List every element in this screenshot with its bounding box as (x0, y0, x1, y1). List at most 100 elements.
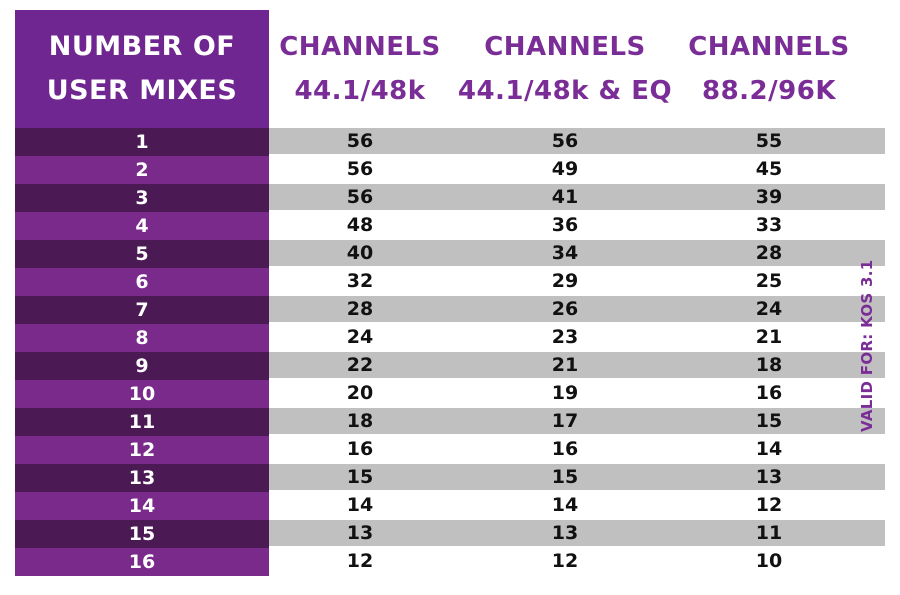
table-row: 3 56 41 39 (15, 184, 885, 212)
values-band: 22 21 18 (269, 352, 885, 378)
cell-channels-44-48k-eq: 21 (551, 354, 579, 376)
cell-channels-44-48k: 56 (346, 158, 374, 180)
mix-count-cell: 5 (15, 240, 269, 268)
cell-channels-44-48k-eq: 29 (551, 270, 579, 292)
values-band: 15 15 13 (269, 464, 885, 490)
cell-channels-44-48k-eq: 34 (551, 242, 579, 264)
cell-channels-44-48k-eq: 41 (551, 186, 579, 208)
values-band: 32 29 25 (269, 268, 885, 294)
mix-count-cell: 9 (15, 352, 269, 380)
values-band: 56 56 55 (269, 128, 885, 154)
cell-channels-88-96k: 39 (755, 186, 783, 208)
header-line: USER MIXES (46, 75, 238, 106)
cell-channels-88-96k: 25 (755, 270, 783, 292)
mix-count-cell: 7 (15, 296, 269, 324)
values-band: 16 16 14 (269, 436, 885, 462)
table-row: 14 14 14 12 (15, 492, 885, 520)
header-channels-44-48k-eq: CHANNELS 44.1/48k & EQ (451, 10, 679, 128)
table-row: 7 28 26 24 (15, 296, 885, 324)
values-band: 20 19 16 (269, 380, 885, 406)
header-channels-44-48k: CHANNELS 44.1/48k (269, 10, 451, 128)
header-line: 88.2/96K (702, 76, 836, 106)
cell-channels-44-48k: 28 (346, 298, 374, 320)
cell-channels-44-48k-eq: 26 (551, 298, 579, 320)
cell-channels-88-96k: 15 (755, 410, 783, 432)
mix-count-cell: 3 (15, 184, 269, 212)
channel-count-table: NUMBER OF USER MIXES CHANNELS 44.1/48k C… (15, 10, 885, 576)
mix-count-cell: 1 (15, 128, 269, 156)
table-row: 11 18 17 15 (15, 408, 885, 436)
cell-channels-44-48k-eq: 23 (551, 326, 579, 348)
values-band: 48 36 33 (269, 212, 885, 238)
cell-channels-44-48k: 56 (346, 130, 374, 152)
cell-channels-44-48k-eq: 13 (551, 522, 579, 544)
header-line: CHANNELS (688, 32, 850, 62)
cell-channels-44-48k-eq: 14 (551, 494, 579, 516)
header-line: 44.1/48k (294, 76, 426, 106)
cell-channels-44-48k-eq: 15 (551, 466, 579, 488)
table-row: 13 15 15 13 (15, 464, 885, 492)
table-row: 8 24 23 21 (15, 324, 885, 352)
cell-channels-44-48k: 12 (346, 550, 374, 572)
table-row: 12 16 16 14 (15, 436, 885, 464)
values-band: 40 34 28 (269, 240, 885, 266)
header-line: 44.1/48k & EQ (457, 76, 673, 106)
mix-count-cell: 2 (15, 156, 269, 184)
cell-channels-44-48k: 18 (346, 410, 374, 432)
values-band: 12 12 10 (269, 548, 885, 574)
header-number-of-user-mixes: NUMBER OF USER MIXES (15, 10, 269, 128)
table-body: 1 56 56 55 2 56 49 45 3 56 41 39 4 (15, 128, 885, 576)
cell-channels-44-48k-eq: 17 (551, 410, 579, 432)
values-band: 28 26 24 (269, 296, 885, 322)
cell-channels-44-48k-eq: 16 (551, 438, 579, 460)
table-row: 10 20 19 16 (15, 380, 885, 408)
cell-channels-44-48k: 48 (346, 214, 374, 236)
cell-channels-44-48k-eq: 49 (551, 158, 579, 180)
cell-channels-44-48k: 22 (346, 354, 374, 376)
table-row: 4 48 36 33 (15, 212, 885, 240)
mix-count-cell: 10 (15, 380, 269, 408)
cell-channels-88-96k: 21 (755, 326, 783, 348)
cell-channels-44-48k-eq: 56 (551, 130, 579, 152)
cell-channels-88-96k: 12 (755, 494, 783, 516)
table-row: 2 56 49 45 (15, 156, 885, 184)
mix-count-cell: 14 (15, 492, 269, 520)
cell-channels-44-48k: 24 (346, 326, 374, 348)
mix-count-cell: 6 (15, 268, 269, 296)
header-line: CHANNELS (484, 32, 646, 62)
cell-channels-88-96k: 18 (755, 354, 783, 376)
header-line: NUMBER OF (48, 31, 236, 62)
valid-for-note: VALID FOR: KOS 3.1 (858, 259, 876, 432)
mix-count-cell: 8 (15, 324, 269, 352)
values-band: 13 13 11 (269, 520, 885, 546)
cell-channels-88-96k: 45 (755, 158, 783, 180)
cell-channels-44-48k: 32 (346, 270, 374, 292)
table-header: NUMBER OF USER MIXES CHANNELS 44.1/48k C… (15, 10, 885, 128)
values-band: 56 49 45 (269, 156, 885, 182)
table-row: 15 13 13 11 (15, 520, 885, 548)
cell-channels-88-96k: 10 (755, 550, 783, 572)
mix-count-cell: 11 (15, 408, 269, 436)
mix-count-cell: 16 (15, 548, 269, 576)
table-row: 9 22 21 18 (15, 352, 885, 380)
table-row: 1 56 56 55 (15, 128, 885, 156)
mix-count-cell: 12 (15, 436, 269, 464)
table-row: 6 32 29 25 (15, 268, 885, 296)
values-band: 56 41 39 (269, 184, 885, 210)
values-band: 14 14 12 (269, 492, 885, 518)
cell-channels-44-48k-eq: 19 (551, 382, 579, 404)
header-line: CHANNELS (279, 32, 441, 62)
cell-channels-44-48k: 56 (346, 186, 374, 208)
mix-count-cell: 13 (15, 464, 269, 492)
cell-channels-44-48k: 15 (346, 466, 374, 488)
values-band: 18 17 15 (269, 408, 885, 434)
cell-channels-44-48k: 14 (346, 494, 374, 516)
values-band: 24 23 21 (269, 324, 885, 350)
cell-channels-88-96k: 11 (755, 522, 783, 544)
cell-channels-88-96k: 28 (755, 242, 783, 264)
cell-channels-44-48k: 16 (346, 438, 374, 460)
cell-channels-88-96k: 16 (755, 382, 783, 404)
cell-channels-44-48k: 40 (346, 242, 374, 264)
cell-channels-44-48k: 20 (346, 382, 374, 404)
cell-channels-88-96k: 55 (755, 130, 783, 152)
